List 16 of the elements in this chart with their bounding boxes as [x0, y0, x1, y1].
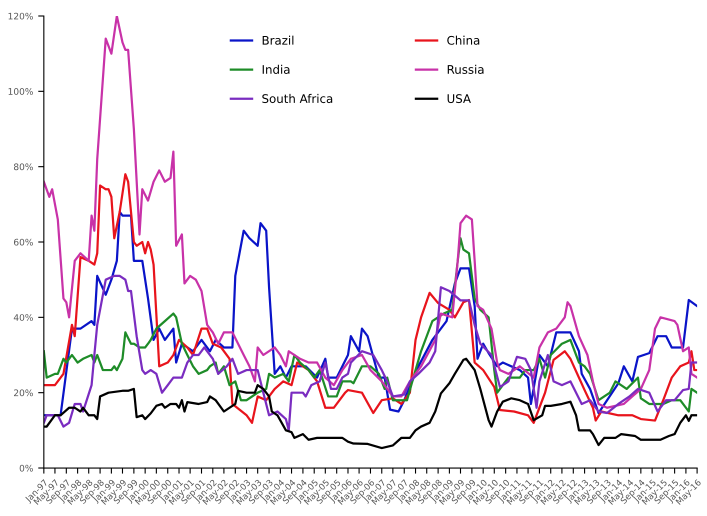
legend-label: Russia [448, 64, 484, 74]
y-tick-label: 20% [14, 389, 33, 396]
y-tick-label: 80% [14, 163, 33, 170]
legend-label: USA [448, 94, 471, 104]
legend-label: India [262, 64, 290, 74]
legend-label: China [447, 36, 480, 45]
legend-label: Brazil [262, 36, 294, 45]
y-tick-label: 120% [8, 12, 33, 20]
y-tick-label: 60% [14, 238, 33, 246]
y-tick-label: 40% [14, 314, 33, 321]
line-series [44, 16, 698, 409]
y-tick-label: 100% [8, 88, 33, 95]
y-tick-label: 0% [20, 464, 33, 472]
line-series [44, 274, 698, 432]
line-series [44, 173, 698, 424]
legend-label: South Africa [262, 94, 332, 104]
